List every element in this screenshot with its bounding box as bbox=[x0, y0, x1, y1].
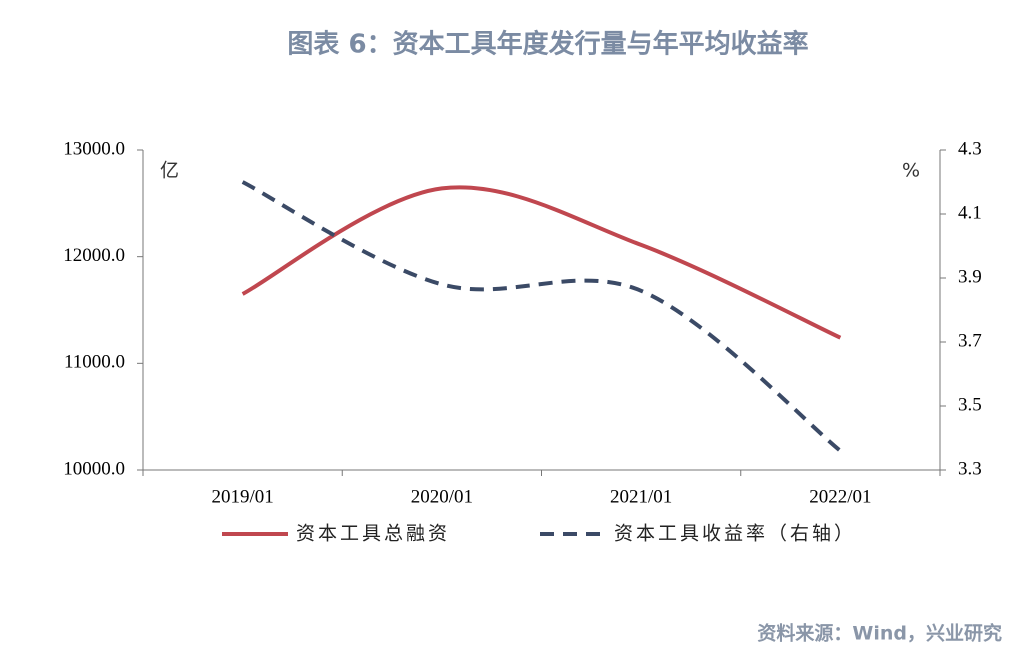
y-unit: 亿 bbox=[160, 160, 179, 182]
x-tick-label: 2019/01 bbox=[211, 486, 273, 507]
y2-unit: % bbox=[902, 160, 920, 182]
x-tick-label: 2022/01 bbox=[809, 486, 871, 507]
source: 资料来源：Wind，兴业研究 bbox=[757, 622, 1002, 645]
series-line bbox=[241, 185, 842, 340]
y2-tick-label: 4.3 bbox=[958, 138, 982, 159]
x-tick-label: 2020/01 bbox=[411, 486, 473, 507]
y-tick-label: 10000.0 bbox=[63, 458, 125, 479]
legend-label: 资本工具收益率（右轴） bbox=[614, 523, 856, 545]
series-line bbox=[241, 180, 842, 453]
y-tick-label: 13000.0 bbox=[63, 138, 125, 159]
y-tick-label: 12000.0 bbox=[63, 245, 125, 266]
y2-tick-label: 3.3 bbox=[958, 458, 982, 479]
y2-tick-label: 3.7 bbox=[958, 330, 982, 351]
chart-title: 图表 6：资本工具年度发行量与年平均收益率 bbox=[287, 29, 808, 60]
y2-tick-label: 3.5 bbox=[958, 394, 982, 415]
y-tick-label: 11000.0 bbox=[64, 352, 125, 373]
x-tick-label: 2021/01 bbox=[610, 486, 672, 507]
y2-tick-label: 3.9 bbox=[958, 266, 982, 287]
legend-label: 资本工具总融资 bbox=[296, 523, 450, 545]
y2-tick-label: 4.1 bbox=[958, 202, 982, 223]
